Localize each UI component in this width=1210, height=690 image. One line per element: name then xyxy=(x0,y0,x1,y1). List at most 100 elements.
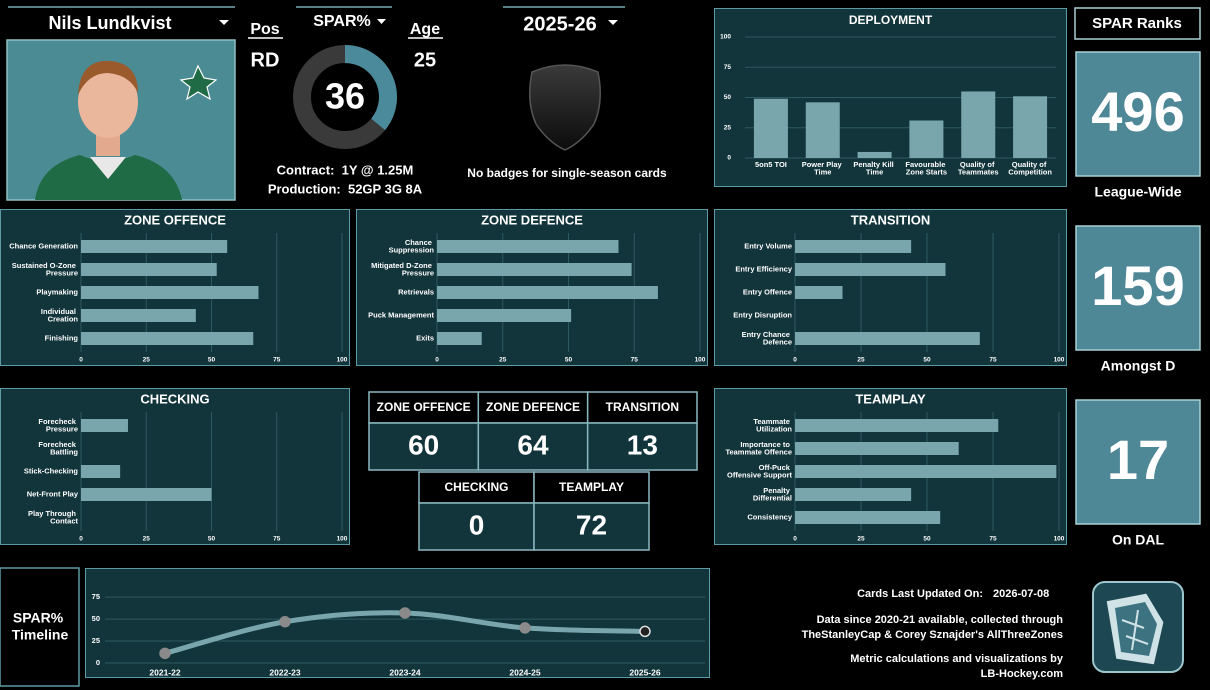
y-tick-label: Teammate Utilization xyxy=(753,417,792,434)
y-tick-label: Sustained O-Zone Pressure xyxy=(12,261,78,278)
x-tick-label: 100 xyxy=(1054,357,1065,364)
bar xyxy=(795,419,999,432)
x-tick-label: 75 xyxy=(273,357,281,364)
y-tick-label: Forecheck Battling xyxy=(38,440,78,457)
age-value: 25 xyxy=(414,49,436,71)
age-label: Age xyxy=(410,21,440,38)
pos-value: RD xyxy=(251,49,280,71)
x-tick-label: 50 xyxy=(565,357,573,364)
x-tick-label: Quality of Teammates xyxy=(958,160,999,177)
bar xyxy=(1013,96,1048,158)
x-tick-label: 0 xyxy=(793,357,797,364)
y-tick-label: Stick-Checking xyxy=(24,466,79,475)
y-tick-label: Play Through Contact xyxy=(28,509,79,526)
site-logo xyxy=(1092,581,1184,673)
y-tick-label: 75 xyxy=(92,592,100,601)
score-value: 13 xyxy=(627,429,658,460)
badge-shield xyxy=(529,64,601,151)
x-tick-label: 25 xyxy=(857,357,865,364)
timeline-label: SPAR% Timeline xyxy=(12,609,69,642)
production: Production: 52GP 3G 8A xyxy=(268,181,423,196)
timeline-point xyxy=(399,607,411,619)
y-tick-label: Puck Management xyxy=(368,310,434,319)
rank-box xyxy=(1075,225,1201,351)
x-tick-label: 50 xyxy=(208,536,216,543)
y-tick-label: Exits xyxy=(416,333,434,342)
ranks-title-box xyxy=(1074,7,1201,40)
score-value: 60 xyxy=(408,429,439,460)
y-tick-label: 50 xyxy=(92,614,100,623)
score-header-cell xyxy=(586,391,698,424)
y-tick-label: Entry Efficiency xyxy=(735,264,793,273)
bar xyxy=(81,332,254,345)
y-tick-label: Playmaking xyxy=(36,287,78,296)
score-name: CHECKING xyxy=(444,480,508,494)
y-tick-label: Entry Chance Defence xyxy=(742,330,792,347)
dropdown-caret xyxy=(377,19,386,24)
score-value: 64 xyxy=(517,429,549,460)
x-tick-label: 75 xyxy=(273,536,281,543)
y-tick-label: Entry Disruption xyxy=(733,310,792,319)
player-photo xyxy=(6,39,236,201)
bar xyxy=(805,102,840,158)
rank-label: Amongst D xyxy=(1101,358,1176,374)
score-value: 0 xyxy=(469,509,485,540)
rank-value: 496 xyxy=(1091,80,1184,143)
player-name-dropdown[interactable]: Nils Lundkvist xyxy=(48,13,171,33)
metric-dropdown[interactable]: SPAR% xyxy=(313,13,371,30)
bar xyxy=(961,91,996,158)
x-tick-label: 100 xyxy=(1054,536,1065,543)
x-tick-label: 100 xyxy=(337,536,348,543)
y-tick-label: 100 xyxy=(720,34,731,41)
chart-title: TEAMPLAY xyxy=(855,391,926,406)
x-tick-label: 25 xyxy=(499,357,507,364)
rank-box xyxy=(1075,399,1201,525)
bar xyxy=(81,465,121,478)
rank-value: 17 xyxy=(1107,428,1169,491)
timeline-label-box xyxy=(0,567,80,687)
score-value-cell xyxy=(533,502,650,551)
y-tick-label: 25 xyxy=(724,124,732,131)
x-tick-label: 0 xyxy=(435,357,439,364)
y-tick-label: Off-Puck Offensive Support xyxy=(727,463,793,480)
x-tick-label: Favourable Zone Starts xyxy=(905,160,947,177)
chart-title: ZONE DEFENCE xyxy=(481,212,583,227)
contract: Contract: 1Y @ 1.25M xyxy=(277,162,414,177)
y-tick-label: Consistency xyxy=(747,512,792,521)
season-dropdown[interactable]: 2025-26 xyxy=(523,13,596,35)
bar xyxy=(795,263,946,276)
bar xyxy=(795,465,1057,478)
x-tick-label: 0 xyxy=(79,536,83,543)
credits: Metric calculations and visualizations b… xyxy=(850,653,1064,665)
x-tick-label: Quality of Competition xyxy=(1008,160,1052,177)
bar xyxy=(909,120,944,158)
x-tick-label: 75 xyxy=(631,357,639,364)
updated-date: 2026-07-08 xyxy=(993,588,1049,600)
updated-label: Cards Last Updated On: xyxy=(857,588,983,600)
bar xyxy=(795,240,912,253)
rank-label: On DAL xyxy=(1112,532,1165,548)
credits: Data since 2020-21 available, collected … xyxy=(817,614,1064,626)
y-tick-label: Mitigated D-Zone Pressure xyxy=(371,261,434,278)
y-tick-label: 25 xyxy=(92,636,100,645)
y-tick-label: Chance Suppression xyxy=(389,238,435,255)
score-name: TEAMPLAY xyxy=(559,480,624,494)
bar xyxy=(81,488,212,501)
score-name: ZONE DEFENCE xyxy=(486,400,580,414)
score-value-cell xyxy=(586,422,698,471)
bar xyxy=(437,309,572,322)
y-tick-label: Entry Volume xyxy=(744,241,792,250)
y-tick-label: Forecheck Pressure xyxy=(38,417,78,434)
bar xyxy=(795,442,959,455)
x-tick-label: 75 xyxy=(989,357,997,364)
bar xyxy=(81,309,196,322)
x-tick-label: 50 xyxy=(923,357,931,364)
bar xyxy=(437,263,632,276)
bar xyxy=(437,286,658,299)
x-tick-label: 25 xyxy=(143,536,151,543)
chart-title: TRANSITION xyxy=(851,212,930,227)
score-name: ZONE OFFENCE xyxy=(377,400,471,414)
x-tick-label: Power Play Time xyxy=(802,160,844,177)
bar xyxy=(81,263,217,276)
x-tick-label: 50 xyxy=(208,357,216,364)
